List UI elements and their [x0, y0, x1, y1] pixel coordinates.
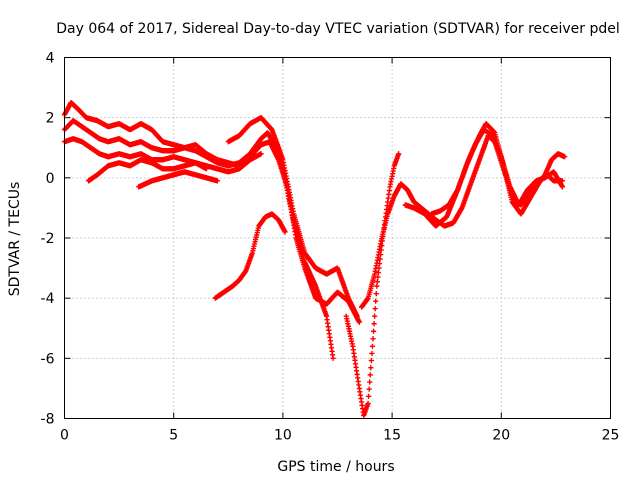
data-point	[258, 151, 264, 157]
data-point	[372, 313, 378, 319]
y-tick-label: 0	[46, 171, 55, 187]
y-tick-label: -2	[41, 231, 55, 247]
data-point	[366, 393, 372, 399]
data-point	[559, 184, 566, 190]
data-point	[370, 336, 376, 342]
x-tick-label: 15	[383, 428, 401, 444]
y-tick-label: -6	[41, 351, 55, 367]
data-point	[366, 386, 372, 392]
data-point	[374, 283, 380, 289]
y-axis-title: SDTVAR / TECUs	[7, 182, 23, 297]
data-point	[373, 291, 379, 297]
data-point	[367, 379, 373, 385]
data-point	[371, 321, 377, 327]
data-point	[374, 279, 380, 285]
data-point	[365, 400, 371, 407]
data-point	[396, 151, 402, 157]
data-point	[375, 269, 382, 276]
data-point	[354, 313, 360, 319]
chart-title: Day 064 of 2017, Sidereal Day-to-day VTE…	[56, 21, 620, 37]
y-tick-label: -4	[41, 291, 55, 307]
x-tick-label: 5	[169, 428, 178, 444]
x-tick-label: 25	[602, 428, 620, 444]
data-point	[367, 372, 373, 378]
y-tick-label: -8	[41, 412, 55, 428]
x-tick-labels: 0 5 10 15 20 25	[60, 428, 619, 444]
x-tick-label: 20	[492, 428, 510, 444]
plot-frame	[64, 57, 611, 419]
data-point	[330, 355, 336, 361]
grid	[64, 57, 611, 419]
x-tick-label: 10	[274, 428, 292, 444]
y-tick-label: 2	[46, 111, 55, 127]
data-point	[356, 319, 362, 325]
y-tick-labels: -8 -6 -4 -2 0 2 4	[41, 51, 55, 428]
data-point	[368, 365, 374, 371]
data-point	[214, 178, 220, 184]
data-point	[372, 306, 378, 312]
data-point	[373, 298, 379, 304]
data-point	[369, 343, 376, 349]
x-axis-title: GPS time / hours	[277, 459, 394, 475]
data-point	[375, 274, 381, 280]
data-point	[368, 357, 374, 364]
data-point	[369, 350, 375, 357]
data-point	[370, 328, 377, 334]
data-points	[61, 100, 568, 419]
x-tick-label: 0	[60, 428, 69, 444]
data-point	[203, 166, 210, 172]
data-point	[282, 229, 288, 235]
data-point	[562, 154, 568, 160]
y-tick-label: 4	[46, 51, 55, 67]
